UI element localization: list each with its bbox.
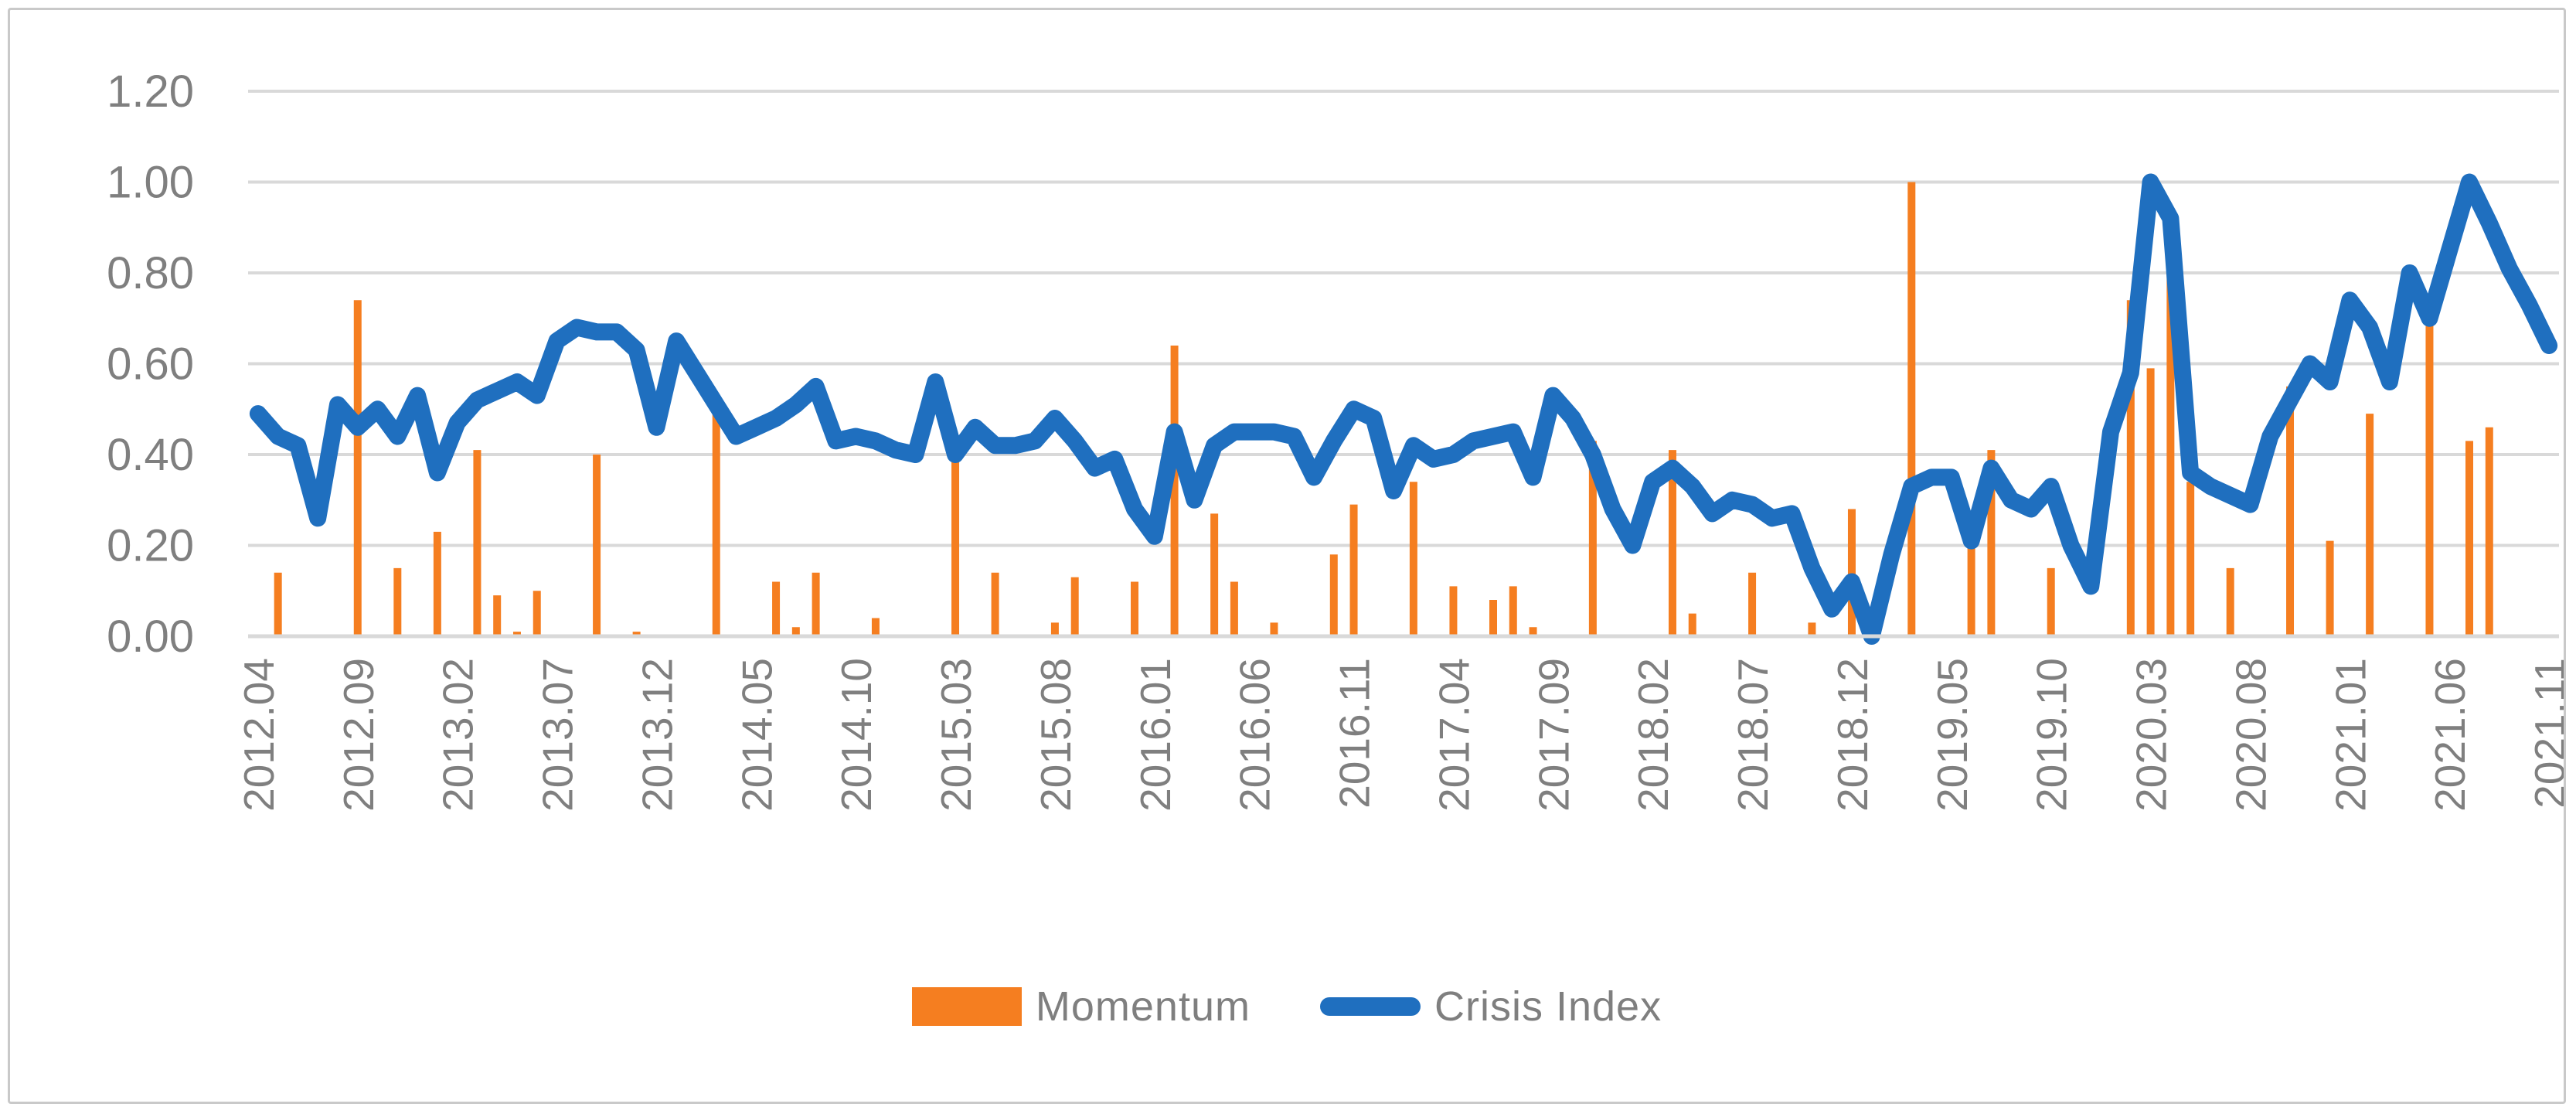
y-axis-tick-label: 1.00 <box>107 158 194 208</box>
momentum-bar <box>1050 622 1059 636</box>
x-axis-tick-label: 2020.03 <box>2128 658 2176 812</box>
momentum-bar <box>2126 300 2135 636</box>
chart-canvas: 0.00 0.20 0.40 0.60 0.80 1.00 1.20 2012.04 2012.… <box>107 66 2564 812</box>
x-axis-tick-label: 2015.03 <box>932 658 980 812</box>
crisis-index-line <box>249 173 2558 645</box>
momentum-bar <box>1509 586 1517 636</box>
momentum-bar <box>1688 613 1696 636</box>
momentum-bar <box>812 572 820 636</box>
y-axis-tick-label: 0.00 <box>107 612 194 662</box>
x-axis-tick-label: 2014.10 <box>832 658 880 812</box>
momentum-bar <box>871 618 880 636</box>
momentum-bar <box>1349 504 1358 636</box>
chart-frame: 0.00 0.20 0.40 0.60 0.80 1.00 1.20 2012.04 2012.… <box>8 8 2566 1104</box>
x-axis-tick-label: 2019.10 <box>2028 658 2076 812</box>
legend-label-momentum: Momentum <box>1035 983 1251 1030</box>
x-axis-tick-label: 2014.05 <box>733 658 781 812</box>
momentum-bar <box>274 572 282 636</box>
momentum-bar <box>1409 482 1417 636</box>
momentum-bar <box>1449 586 1458 636</box>
momentum-bar <box>791 627 800 636</box>
momentum-bar <box>991 572 999 636</box>
momentum-bar <box>2146 368 2155 636</box>
momentum-bar <box>1489 600 1497 636</box>
momentum-bar <box>393 567 402 636</box>
momentum-bar <box>1270 622 1278 636</box>
momentum-bar <box>593 455 601 636</box>
momentum-bar <box>433 531 441 636</box>
y-axis-tick-label: 0.40 <box>107 430 194 480</box>
x-axis-tick-label: 2017.09 <box>1530 658 1577 812</box>
momentum-bar <box>2286 386 2295 636</box>
x-axis-tick-label: 2013.02 <box>434 658 482 812</box>
momentum-bar <box>1668 450 1676 636</box>
momentum-bar <box>1847 509 1856 636</box>
x-axis-tick-label: 2018.12 <box>1829 658 1877 812</box>
momentum-bar <box>473 450 482 636</box>
y-axis-tick-label: 0.60 <box>107 339 194 390</box>
chart-legend: Momentum Crisis Index <box>10 983 2564 1031</box>
momentum-bar <box>2366 414 2374 636</box>
momentum-bar <box>2047 567 2055 636</box>
crisis-index-swatch-icon <box>1320 997 1421 1016</box>
y-axis-tick-label: 1.20 <box>107 66 194 117</box>
x-axis-tick-label: 2013.12 <box>633 658 681 812</box>
momentum-bar <box>1808 622 1816 636</box>
y-axis-tick-label: 0.20 <box>107 521 194 571</box>
momentum-bar <box>1070 577 1079 636</box>
momentum-swatch-icon <box>911 987 1022 1026</box>
x-axis-tick-label: 2017.04 <box>1430 658 1478 812</box>
x-axis-tick-label: 2016.06 <box>1231 658 1279 812</box>
x-axis-tick-label: 2018.07 <box>1729 658 1777 812</box>
x-axis-tick-label: 2019.05 <box>1928 658 1976 812</box>
momentum-bar <box>951 458 960 636</box>
x-axis-tick-label: 2015.08 <box>1032 658 1080 812</box>
momentum-bar <box>493 595 502 636</box>
momentum-bar <box>632 632 641 636</box>
momentum-bar <box>1210 513 1219 636</box>
x-axis-tick-label: 2020.08 <box>2227 658 2275 812</box>
x-axis-tick-label: 2016.01 <box>1131 658 1179 812</box>
momentum-bar <box>2166 227 2175 636</box>
legend-label-crisis-index: Crisis Index <box>1434 983 1662 1030</box>
momentum-bar <box>712 395 720 636</box>
x-axis-tick-label: 2012.04 <box>235 658 283 812</box>
momentum-bar <box>1131 581 1139 636</box>
legend-item-momentum: Momentum <box>911 983 1251 1031</box>
momentum-bar <box>1529 627 1537 636</box>
x-axis-tick-label: 2013.07 <box>534 658 582 812</box>
momentum-bar <box>353 300 362 636</box>
momentum-bar <box>772 581 781 636</box>
x-axis-tick-label: 2018.02 <box>1629 658 1677 812</box>
momentum-bar <box>2485 427 2493 636</box>
momentum-bar <box>1967 545 1975 636</box>
x-axis-tick-label: 2021.01 <box>2326 658 2374 812</box>
momentum-bar <box>2425 318 2434 636</box>
momentum-bar <box>1588 441 1597 636</box>
x-axis-tick-label: 2012.09 <box>335 658 383 812</box>
momentum-bar <box>1329 554 1338 636</box>
momentum-bar <box>1907 182 1916 636</box>
momentum-bar <box>1170 346 1179 636</box>
momentum-bar <box>1987 450 1996 636</box>
x-axis-tick-label: 2021.06 <box>2426 658 2474 812</box>
momentum-bar <box>1748 572 1757 636</box>
momentum-bar <box>512 632 521 636</box>
momentum-bar <box>2326 540 2334 636</box>
momentum-bar <box>2465 441 2474 636</box>
momentum-bar <box>1230 581 1238 636</box>
x-axis-tick-label: 2016.11 <box>1331 658 1379 809</box>
y-axis-tick-label: 0.80 <box>107 248 194 298</box>
momentum-bar <box>533 591 541 636</box>
momentum-bar <box>2186 482 2195 636</box>
legend-item-crisis-index: Crisis Index <box>1320 983 1662 1031</box>
x-axis-tick-label: 2021.11 <box>2526 658 2564 809</box>
momentum-bar <box>2226 567 2234 636</box>
